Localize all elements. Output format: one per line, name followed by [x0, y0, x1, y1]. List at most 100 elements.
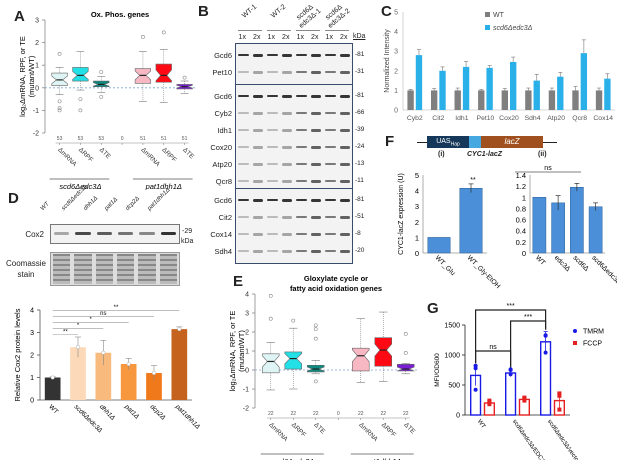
protein-band	[296, 54, 307, 56]
sample-underline	[266, 30, 291, 31]
bar-mutant	[486, 67, 493, 110]
data-point	[177, 327, 182, 332]
x-tick-label: Sdh4	[525, 115, 541, 122]
y-tick-label: 3	[415, 202, 419, 211]
sample-underline	[295, 30, 320, 31]
protein-band	[238, 129, 249, 131]
bar-mutant	[439, 70, 446, 110]
protein-band	[238, 112, 249, 114]
data-point	[473, 387, 478, 392]
data-point	[543, 350, 548, 355]
coomassie-lane	[53, 254, 71, 284]
protein-band	[281, 250, 292, 253]
protein-band	[296, 71, 307, 73]
load-label: 2x	[253, 34, 261, 41]
sample-underline	[237, 30, 262, 31]
protein-band	[339, 199, 350, 202]
x-tick-label: scd6Δedc3Δ/vector	[546, 419, 581, 460]
kda-marker: -31	[355, 68, 365, 75]
bar	[532, 197, 547, 254]
protein-band	[310, 71, 321, 74]
x-tick-label: Pet10	[477, 115, 495, 122]
kda-marker: -51	[355, 213, 365, 220]
cox2-band	[160, 232, 176, 235]
sample-label: scd6Δ edc3Δ-1	[294, 3, 322, 30]
outlier-point	[403, 351, 408, 355]
legend-swatch	[485, 25, 490, 30]
data-point	[101, 350, 106, 355]
outlier-point	[161, 30, 166, 35]
y-tick-label: 4	[394, 29, 398, 36]
y-axis-label: Normalized Intensity	[384, 29, 391, 93]
coomassie-stain-blot	[50, 252, 180, 286]
legend-swatch	[485, 12, 490, 17]
x-tick-label: Cyb2	[407, 115, 423, 122]
kda-marker: -11	[355, 177, 364, 184]
outlier-point	[57, 108, 62, 113]
y-tick-label: 1	[394, 88, 398, 95]
x-tick-label: ΔmRNA	[357, 421, 379, 443]
protein-band	[310, 180, 321, 183]
chart-title-line1: Gloxylate cycle or	[304, 274, 368, 283]
outlier-point	[268, 316, 273, 321]
panel-e-label: E	[233, 273, 244, 290]
data-point	[508, 372, 513, 377]
y-tick-label: 1	[415, 233, 419, 242]
y-axis-label-line1: log₂ΔmRNA, RPF, or TE	[18, 36, 27, 117]
bar	[120, 364, 137, 400]
protein-band	[310, 163, 321, 166]
data-point	[508, 367, 513, 372]
count-label: 22	[290, 411, 296, 417]
x-tick-label: ΔTE	[312, 421, 326, 435]
protein-band	[252, 129, 263, 132]
western-blot	[235, 43, 353, 85]
x-tick-label: ΔmRNA	[140, 146, 162, 168]
kda-marker: -20	[355, 247, 365, 254]
y-tick-label: -2	[243, 406, 249, 413]
legend-label: scd6Δedc3Δ	[493, 25, 533, 32]
protein-band	[325, 216, 336, 218]
protein-band	[339, 233, 350, 236]
load-label: 1x	[238, 34, 246, 41]
protein-band	[281, 112, 292, 115]
data-point	[543, 333, 548, 338]
count-label: 53	[78, 136, 84, 142]
protein-band	[296, 199, 307, 201]
x-tick-label: ΔRPF	[77, 146, 94, 163]
construct-diagram: UASHap lacZ	[417, 136, 557, 148]
panel-c-label: C	[381, 3, 392, 20]
y-tick-label: 5	[394, 10, 398, 17]
y-tick-label: 5	[415, 171, 419, 180]
outlier-point	[99, 70, 104, 74]
significance-label: ns	[489, 344, 497, 351]
x-tick-label: WT_Gly-EtOH	[466, 254, 502, 290]
y-tick-label: -1	[243, 387, 249, 394]
protein-band	[281, 199, 292, 202]
data-point	[522, 396, 527, 401]
y-tick-label: 3	[245, 311, 249, 318]
protein-band	[267, 180, 278, 182]
y-tick-label: 0.4	[516, 227, 526, 236]
y-tick-label: 2	[30, 353, 34, 360]
box	[72, 67, 89, 82]
protein-label: Gcd6	[214, 196, 232, 205]
protein-band	[310, 112, 321, 115]
protein-label: Gcd6	[214, 51, 232, 60]
bar-mutant	[580, 53, 588, 110]
subpanel-ii-label: (ii)	[538, 151, 547, 158]
y-tick-label: 1.2	[516, 182, 526, 191]
protein-band	[238, 233, 249, 235]
y-tick-label: 0	[30, 398, 34, 405]
load-label: 2x	[282, 34, 290, 41]
load-label: 1x	[325, 34, 333, 41]
protein-band	[339, 112, 350, 115]
coomassie-lane	[95, 254, 113, 284]
kda-unit: kDa	[181, 238, 194, 245]
legend-label: WT	[493, 12, 505, 19]
bar-tmrm	[504, 372, 517, 416]
x-tick-label: ΔmRNA	[56, 146, 78, 168]
protein-band	[325, 112, 336, 114]
protein-band	[267, 216, 278, 218]
protein-band	[296, 95, 307, 97]
